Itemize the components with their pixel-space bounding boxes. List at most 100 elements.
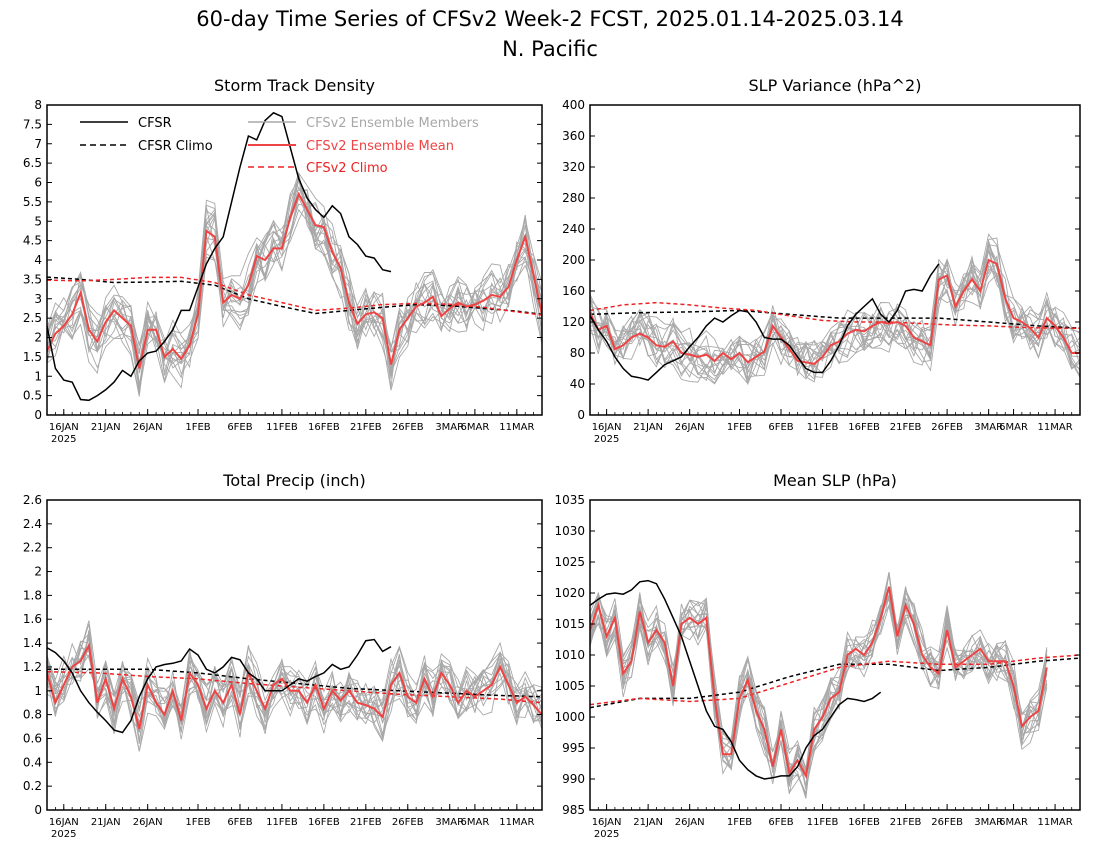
storm-track-density-member-line [47, 179, 542, 373]
storm-track-density-ytick-label: 4.5 [23, 234, 42, 248]
total-precip-xtick-label: 6FEB [227, 817, 252, 828]
mean-slp-xtick-label: 26FEB [931, 817, 963, 828]
storm-track-density-ytick-label: 0.5 [23, 389, 42, 403]
storm-track-density-plot-area [47, 111, 542, 402]
mean-slp-ens-mean-line [590, 586, 1048, 779]
total-precip-xtick-label: 21JAN [91, 817, 121, 828]
total-precip-xtick-label: 26FEB [392, 817, 424, 828]
slp-variance-member-line [590, 244, 1080, 378]
total-precip-cfsv2-climo-line [47, 670, 542, 704]
total-precip-member-line [47, 643, 542, 728]
total-precip-ytick-label: 0.8 [23, 708, 42, 722]
total-precip-plot-area [47, 620, 542, 752]
storm-track-density-member-line [47, 199, 542, 375]
storm-track-density-member-line [47, 196, 542, 353]
mean-slp-xtick-label: 16FEB [848, 817, 880, 828]
mean-slp-ytick-label: 1005 [554, 679, 585, 693]
slp-variance-member-line [590, 247, 1080, 385]
total-precip-member-line [47, 635, 542, 726]
mean-slp-frame [589, 499, 1081, 811]
total-precip-xtick-label: 26JAN [133, 817, 163, 828]
storm-track-density-ytick-label: 2.5 [23, 311, 42, 325]
storm-track-density-ytick-label: 6.5 [23, 156, 42, 170]
slp-variance-year-label: 2025 [594, 434, 619, 445]
storm-track-density-cfsv2-climo-line [47, 276, 542, 316]
slp-variance-xtick-label: 6MAR [999, 422, 1028, 433]
total-precip-ytick-label: 0.2 [23, 779, 42, 793]
mean-slp-ytick-label: 1015 [554, 617, 585, 631]
storm-track-density-ytick-label: 6 [34, 176, 42, 190]
storm-track-density-ytick-label: 3.5 [23, 272, 42, 286]
storm-track-density-ytick-label: 1 [34, 369, 42, 383]
slp-variance-member-line [590, 263, 1080, 380]
mean-slp-xtick-label: 16JAN [592, 817, 622, 828]
legend-cfsr-label: CFSR [138, 116, 172, 131]
mean-slp-ytick-label: 1035 [554, 493, 585, 507]
mean-slp-member-line [590, 596, 1048, 795]
total-precip-ytick-label: 0.6 [23, 731, 42, 745]
storm-track-density-xtick-label: 6FEB [227, 422, 252, 433]
slp-variance-xtick-label: 26FEB [931, 422, 963, 433]
total-precip-xtick-label: 1FEB [185, 817, 210, 828]
mean-slp-ytick-label: 1010 [554, 648, 585, 662]
total-precip-xtick-label: 11MAR [499, 817, 534, 828]
total-precip-xtick-label: 3MAR [435, 817, 464, 828]
total-precip-ens-mean-line [47, 642, 542, 730]
slp-variance-xtick-label: 16FEB [848, 422, 880, 433]
mean-slp-xtick-label: 6MAR [999, 817, 1028, 828]
slp-variance-member-line [590, 249, 1080, 375]
storm-track-density-xtick-label: 26JAN [133, 422, 163, 433]
total-precip-cfsr-climo-line [47, 668, 542, 698]
total-precip-xtick-label: 16JAN [49, 817, 79, 828]
total-precip-member-line [47, 647, 542, 741]
total-precip-ytick-label: 1.2 [23, 660, 42, 674]
legend-members-label: CFSv2 Ensemble Members [306, 116, 479, 131]
total-precip-member-line [47, 623, 542, 727]
slp-variance-ytick-label: 200 [562, 253, 585, 267]
storm-track-density-ytick-label: 1.5 [23, 350, 42, 364]
storm-track-density-ytick-label: 0 [34, 408, 42, 422]
storm-track-density-title: Storm Track Density [214, 76, 375, 95]
slp-variance-ytick-label: 360 [562, 129, 585, 143]
storm-track-density-member-line [47, 189, 542, 374]
panel-storm-track-density: Storm Track Density 0 0.5 1 1.5 2 2.5 3 3.5 4 4.5 5… [23, 76, 543, 445]
total-precip-xtick-label: 6MAR [460, 817, 489, 828]
total-precip-ytick-label: 2 [34, 565, 42, 579]
storm-track-density-xtick-label: 21FEB [350, 422, 382, 433]
mean-slp-member-line [590, 572, 1048, 794]
slp-variance-title: SLP Variance (hPa^2) [749, 76, 922, 95]
mean-slp-xtick-label: 21FEB [890, 817, 922, 828]
storm-track-density-ytick-label: 2 [34, 331, 42, 345]
total-precip-title: Total Precip (inch) [222, 471, 365, 490]
total-precip-ytick-label: 1.6 [23, 612, 42, 626]
slp-variance-member-line [590, 237, 1080, 385]
slp-variance-ens-mean-line [590, 258, 1080, 365]
storm-track-density-cfsr-line [47, 111, 392, 402]
panel-mean-slp: Mean SLP (hPa) 985 990 995 1000 1005 1010 1015 1… [554, 471, 1081, 840]
slp-variance-xtick-label: 21FEB [890, 422, 922, 433]
mean-slp-ytick-label: 1025 [554, 555, 585, 569]
slp-variance-ytick-label: 80 [570, 346, 585, 360]
total-precip-member-line [47, 636, 542, 752]
storm-track-density-member-line [47, 177, 542, 370]
slp-variance-cfsv2-climo-line [590, 301, 1080, 329]
mean-slp-member-line [590, 592, 1048, 779]
storm-track-density-xtick-label: 1FEB [185, 422, 210, 433]
mean-slp-cfsr-line [590, 579, 882, 780]
total-precip-ytick-label: 1.8 [23, 588, 42, 602]
mean-slp-xtick-label: 26JAN [675, 817, 705, 828]
slp-variance-xtick-label: 11FEB [807, 422, 839, 433]
storm-track-density-year-label: 2025 [51, 434, 76, 445]
storm-track-density-xtick-label: 11FEB [266, 422, 298, 433]
total-precip-ytick-label: 2.4 [23, 517, 42, 531]
panel-slp-variance: SLP Variance (hPa^2) 0 40 80 120 160 200 240 280… [562, 76, 1081, 445]
total-precip-ytick-label: 2.2 [23, 541, 42, 555]
mean-slp-ytick-label: 1030 [554, 524, 585, 538]
slp-variance-xtick-label: 3MAR [974, 422, 1003, 433]
storm-track-density-xtick-label: 21JAN [91, 422, 121, 433]
storm-track-density-cfsr-climo-line [47, 276, 542, 316]
total-precip-xtick-label: 16FEB [308, 817, 340, 828]
slp-variance-xtick-label: 16JAN [592, 422, 622, 433]
total-precip-year-label: 2025 [51, 829, 76, 840]
